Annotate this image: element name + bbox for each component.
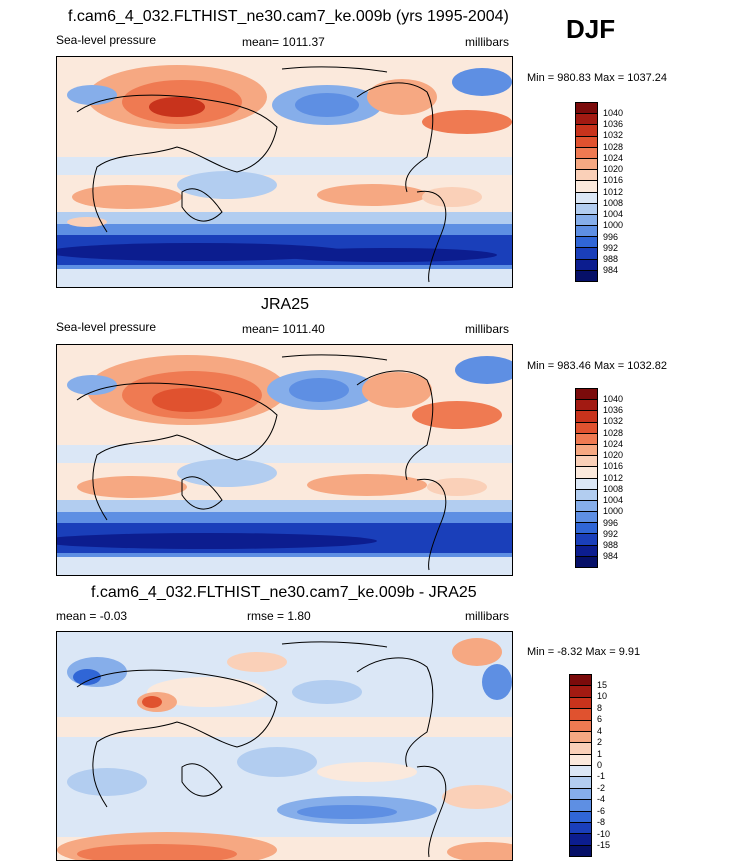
colorbar-tick-label: 10 bbox=[597, 691, 608, 702]
panel2-left-label: Sea-level pressure bbox=[56, 320, 157, 334]
panel2-map-field bbox=[57, 345, 512, 575]
colorbar-tick-label: 1008 bbox=[603, 197, 624, 208]
colorbar-tick-label: -10 bbox=[597, 828, 611, 839]
colorbar-tick-label: 1012 bbox=[603, 472, 624, 483]
panel1-map-field bbox=[57, 57, 512, 287]
colorbar-tick-label: 1020 bbox=[603, 164, 624, 174]
panel3-rmse-label: rmse = 1.80 bbox=[247, 609, 311, 623]
colorbar-tick-label: 1000 bbox=[603, 506, 624, 517]
panel3-title: f.cam6_4_032.FLTHIST_ne30.cam7_ke.009b -… bbox=[91, 584, 477, 601]
panel3-units-label: millibars bbox=[465, 609, 510, 623]
colorbar-tick-label: 1004 bbox=[603, 209, 624, 219]
colorbar-tick-label: 1000 bbox=[603, 220, 624, 231]
colorbar-tick-label: 1020 bbox=[603, 450, 624, 460]
colorbar-tick-label: 992 bbox=[603, 528, 619, 539]
colorbar-tick-label: 1028 bbox=[603, 427, 624, 438]
colorbar-tick-label: 996 bbox=[603, 517, 619, 528]
colorbar-tick-label: 1 bbox=[597, 748, 603, 759]
colorbar-tick-label: 8 bbox=[597, 702, 603, 713]
colorbar-tick-label: -2 bbox=[597, 782, 606, 793]
colorbar-tick-label: -1 bbox=[597, 771, 606, 782]
panel1-mean-label: mean= 1011.37 bbox=[242, 35, 325, 49]
colorbar-tick-label: 1004 bbox=[603, 495, 624, 505]
colorbar-tick-label: 984 bbox=[603, 551, 619, 562]
colorbar-tick-label: -6 bbox=[597, 805, 606, 816]
colorbar-tick-label: 992 bbox=[603, 242, 619, 253]
panel3-map-field bbox=[57, 632, 512, 860]
panel3-mean-label: mean = -0.03 bbox=[56, 609, 128, 623]
colorbar-tick-label: 2 bbox=[597, 737, 603, 748]
colorbar-tick-label: 988 bbox=[603, 254, 619, 264]
colorbar-tick-label: 1040 bbox=[603, 107, 624, 118]
colorbar-tick-label: -15 bbox=[597, 840, 611, 851]
panel1-minmax: Min = 980.83 Max = 1037.24 bbox=[527, 72, 668, 84]
panel2-colorbar bbox=[575, 388, 598, 568]
panel1-colorbar bbox=[575, 102, 598, 282]
panel2-map bbox=[56, 344, 513, 576]
colorbar-tick-label: -4 bbox=[597, 794, 606, 805]
panel3-minmax: Min = -8.32 Max = 9.91 bbox=[527, 646, 641, 658]
panel1-map bbox=[56, 56, 513, 288]
panel1-left-label: Sea-level pressure bbox=[56, 33, 157, 47]
colorbar-tick-label: 1012 bbox=[603, 186, 624, 197]
season-label: DJF bbox=[566, 14, 616, 44]
colorbar-tick-label: 4 bbox=[597, 725, 603, 736]
colorbar-tick-label: 1008 bbox=[603, 483, 624, 494]
colorbar-tick-label: 6 bbox=[597, 714, 603, 725]
colorbar-tick-label: 984 bbox=[603, 265, 619, 276]
colorbar-tick-label: 1024 bbox=[603, 152, 624, 163]
colorbar-tick-label: 988 bbox=[603, 540, 619, 550]
colorbar-tick-label: 1036 bbox=[603, 405, 624, 415]
colorbar-tick-label: 1028 bbox=[603, 141, 624, 152]
colorbar-tick-label: 1016 bbox=[603, 175, 624, 186]
panel3-map bbox=[56, 631, 513, 861]
colorbar-tick-label: -8 bbox=[597, 817, 606, 828]
panel3-colorbar bbox=[569, 674, 592, 857]
colorbar-tick-label: 1040 bbox=[603, 393, 624, 404]
colorbar-tick-label: 996 bbox=[603, 231, 619, 242]
panel1-units-label: millibars bbox=[465, 35, 510, 49]
panel1-title: f.cam6_4_032.FLTHIST_ne30.cam7_ke.009b (… bbox=[68, 8, 509, 25]
colorbar-tick-label: 1036 bbox=[603, 119, 624, 129]
panel2-title: JRA25 bbox=[261, 296, 310, 313]
colorbar-tick-label: 1024 bbox=[603, 438, 624, 449]
panel2-minmax: Min = 983.46 Max = 1032.82 bbox=[527, 360, 668, 372]
panel2-units-label: millibars bbox=[465, 322, 510, 336]
colorbar-tick-label: 15 bbox=[597, 679, 608, 690]
colorbar-tick-label: 1032 bbox=[603, 130, 624, 141]
colorbar-tick-label: 1016 bbox=[603, 461, 624, 472]
colorbar-tick-label: 0 bbox=[597, 760, 603, 770]
panel2-mean-label: mean= 1011.40 bbox=[242, 322, 325, 336]
colorbar-tick-label: 1032 bbox=[603, 416, 624, 427]
